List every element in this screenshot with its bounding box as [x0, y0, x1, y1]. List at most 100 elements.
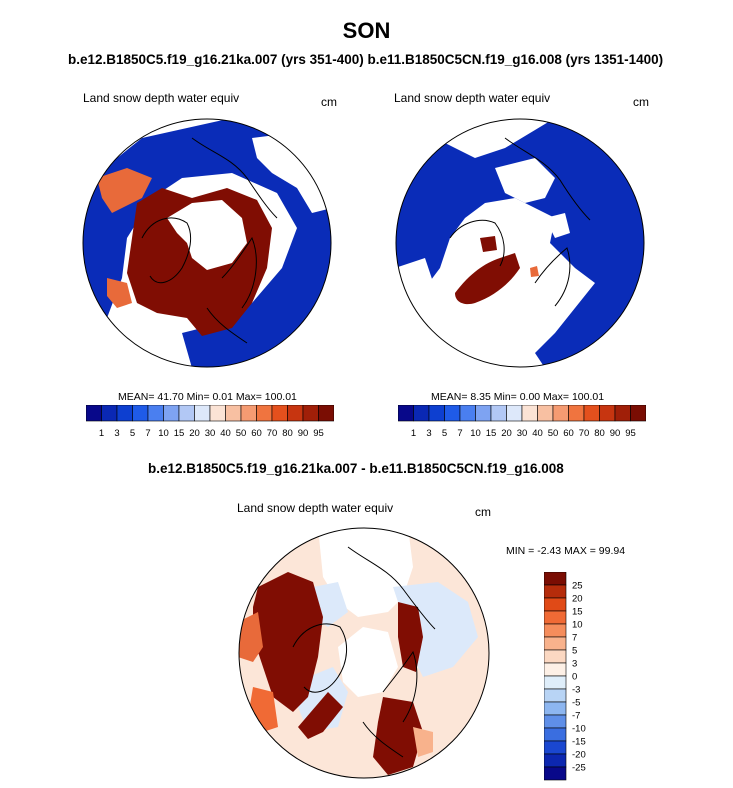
- diff-colorbar: 25 20 15 10 7 5 3 0 -3 -5 -7 -10 -15 -20 -25: [544, 572, 586, 781]
- diff-colorbar-label: -20: [572, 750, 586, 761]
- panel1-colorbar: 1 3 5 7 10 15 20 30 40 50 60 70 80 90 95: [86, 405, 334, 439]
- panel1-colorbar-label: 30: [205, 428, 216, 439]
- panel1-colorbar-label: 40: [220, 428, 231, 439]
- panel1-variable: Land snow depth water equiv: [83, 91, 240, 105]
- panel2-colorbar-label: 50: [548, 428, 559, 439]
- panel1-polar-map: [82, 118, 332, 368]
- panel2-stats: MEAN= 8.35 Min= 0.00 Max= 100.01: [431, 391, 605, 403]
- panel2-colorbar: 1 3 5 7 10 15 20 30 40 50 60 70 80 90 95: [398, 405, 646, 439]
- panel1-colorbar-label: 90: [298, 428, 309, 439]
- panel1-colorbar-label: 5: [130, 428, 135, 439]
- diff-colorbar-label: -3: [572, 685, 580, 696]
- panel1-units: cm: [321, 95, 337, 109]
- diff-colorbar-swatch: [544, 675, 567, 690]
- diff-colorbar-swatch: [544, 572, 567, 586]
- panel1-colorbar-label: 7: [145, 428, 150, 439]
- panel2-colorbar-swatch: [568, 405, 585, 422]
- panel2-colorbar-swatch: [599, 405, 616, 422]
- panel1-colorbar-swatch: [163, 405, 180, 422]
- diff-colorbar-swatch: [544, 636, 567, 651]
- panel2-colorbar-swatch: [521, 405, 538, 422]
- panel1-colorbar-swatch: [194, 405, 211, 422]
- panel3-units: cm: [475, 505, 491, 519]
- panel2-colorbar-swatch: [459, 405, 476, 422]
- panel2-colorbar-swatch: [630, 405, 646, 422]
- panel2-colorbar-label: 70: [579, 428, 590, 439]
- panel2-colorbar-label: 15: [486, 428, 497, 439]
- panel2-colorbar-label: 40: [532, 428, 543, 439]
- panel1-colorbar-label: 20: [189, 428, 200, 439]
- panel1-colorbar-swatch: [225, 405, 242, 422]
- diff-colorbar-swatch: [544, 688, 567, 703]
- diff-colorbar-swatch: [544, 623, 567, 638]
- panel1-colorbar-swatch: [132, 405, 149, 422]
- panel2-colorbar-swatch: [428, 405, 445, 422]
- panel2-colorbar-label: 10: [470, 428, 481, 439]
- diff-colorbar-label: -10: [572, 724, 586, 735]
- panel1-colorbar-label: 95: [313, 428, 324, 439]
- diff-colorbar-label: -5: [572, 698, 580, 709]
- panel2-colorbar-label: 90: [610, 428, 621, 439]
- panel3-polar-map: [238, 527, 490, 779]
- figure-title: SON: [342, 18, 391, 43]
- diff-colorbar-swatch: [544, 753, 567, 768]
- panel1-colorbar-label: 10: [158, 428, 169, 439]
- diff-colorbar-label: 10: [572, 620, 583, 631]
- panel2-colorbar-label: 80: [594, 428, 605, 439]
- panel1-colorbar-label: 15: [174, 428, 185, 439]
- diff-colorbar-swatch: [544, 597, 567, 612]
- panel1-colorbar-swatch: [318, 405, 334, 422]
- panel2-colorbar-label: 20: [501, 428, 512, 439]
- panel2-units: cm: [633, 95, 649, 109]
- diff-colorbar-label: 7: [572, 633, 577, 644]
- diff-colorbar-label: -15: [572, 737, 586, 748]
- panel1-colorbar-label: 1: [99, 428, 104, 439]
- diff-colorbar-swatch: [544, 662, 567, 677]
- panel1-colorbar-label: 3: [114, 428, 119, 439]
- diff-colorbar-label: 0: [572, 672, 577, 683]
- diff-colorbar-swatch: [544, 649, 567, 664]
- panel1-colorbar-label: 80: [282, 428, 293, 439]
- diff-colorbar-swatch: [544, 766, 567, 781]
- panel1-colorbar-label: 70: [267, 428, 278, 439]
- figure-subtitle: b.e12.B1850C5.f19_g16.21ka.007 (yrs 351-…: [68, 52, 664, 67]
- panel2-colorbar-swatch: [552, 405, 569, 422]
- panel2-colorbar-swatch: [506, 405, 523, 422]
- panel2-colorbar-label: 60: [563, 428, 574, 439]
- panel2-colorbar-label: 7: [457, 428, 462, 439]
- diff-colorbar-label: 25: [572, 581, 583, 592]
- panel1-colorbar-swatch: [302, 405, 319, 422]
- diff-colorbar-label: 15: [572, 607, 583, 618]
- diff-colorbar-label: -7: [572, 711, 580, 722]
- panel2-colorbar-swatch: [444, 405, 461, 422]
- diff-colorbar-label: 3: [572, 659, 577, 670]
- panel1-colorbar-swatch: [256, 405, 273, 422]
- panel2-variable: Land snow depth water equiv: [394, 91, 551, 105]
- panel2-polar-map: [395, 118, 645, 368]
- panel2-colorbar-swatch: [413, 405, 430, 422]
- diff-colorbar-label: 5: [572, 646, 577, 657]
- panel2-colorbar-swatch: [614, 405, 631, 422]
- panel2-colorbar-label: 95: [625, 428, 636, 439]
- panel1-colorbar-swatch: [240, 405, 257, 422]
- panel1-colorbar-swatch: [147, 405, 164, 422]
- diff-colorbar-swatch: [544, 701, 567, 716]
- panel2-colorbar-swatch: [537, 405, 554, 422]
- diff-colorbar-label: 20: [572, 594, 583, 605]
- diff-colorbar-swatch: [544, 610, 567, 625]
- panel1-colorbar-swatch: [209, 405, 226, 422]
- panel2-colorbar-swatch: [490, 405, 507, 422]
- panel2-colorbar-swatch: [583, 405, 600, 422]
- panel1-colorbar-swatch: [101, 405, 118, 422]
- panel1-colorbar-swatch: [178, 405, 195, 422]
- panel2-colorbar-swatch: [398, 405, 414, 422]
- diff-colorbar-swatch: [544, 727, 567, 742]
- panel3-variable: Land snow depth water equiv: [237, 501, 394, 515]
- panel2-colorbar-label: 30: [517, 428, 528, 439]
- panel3-stats: MIN = -2.43 MAX = 99.94: [506, 545, 626, 557]
- diff-colorbar-swatch: [544, 714, 567, 729]
- panel1-colorbar-swatch: [271, 405, 288, 422]
- panel2-colorbar-label: 3: [426, 428, 431, 439]
- panel2-colorbar-label: 1: [411, 428, 416, 439]
- panel1-colorbar-swatch: [116, 405, 133, 422]
